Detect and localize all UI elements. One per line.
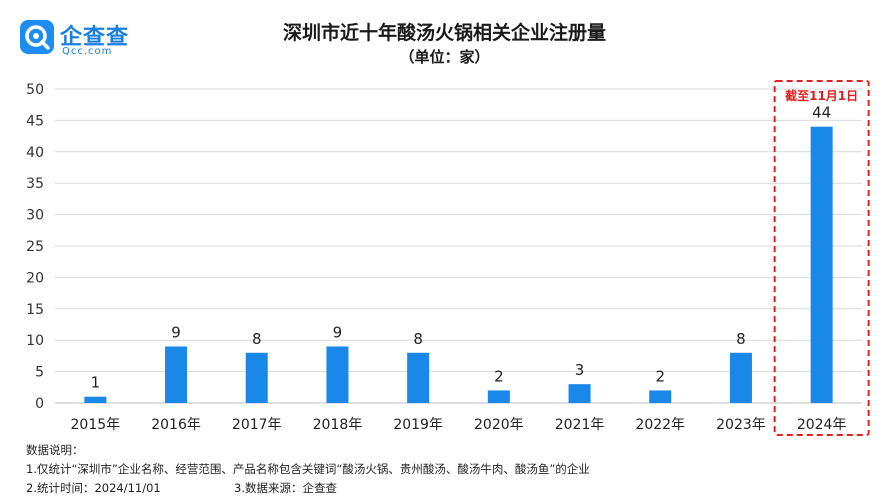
x-tick-label: 2017年 — [232, 417, 282, 433]
y-tick-label: 15 — [26, 302, 44, 318]
data-label: 8 — [252, 330, 262, 348]
x-tick-label: 2016年 — [151, 417, 201, 433]
x-tick-label: 2015年 — [71, 417, 121, 433]
x-tick-label: 2019年 — [393, 417, 443, 433]
data-label: 44 — [812, 104, 831, 122]
bar — [649, 390, 672, 403]
x-tick-label: 2024年 — [797, 417, 847, 433]
bar — [568, 384, 591, 403]
data-label: 9 — [171, 323, 181, 341]
data-label: 8 — [413, 330, 423, 348]
bar — [245, 352, 268, 403]
notes-heading: 数据说明： — [26, 443, 84, 457]
x-tick-label: 2022年 — [635, 417, 685, 433]
logo-subtext: Qcc.com — [62, 46, 113, 57]
x-tick-label: 2021年 — [555, 417, 605, 433]
bar — [407, 352, 430, 403]
chart-title: 深圳市近十年酸汤火锅相关企业注册量 — [282, 22, 606, 44]
bar — [165, 346, 188, 403]
bar — [810, 126, 833, 404]
data-label: 2 — [655, 367, 665, 385]
x-tick-label: 2018年 — [313, 417, 363, 433]
y-tick-label: 5 — [35, 365, 44, 381]
bar — [326, 346, 349, 403]
highlight-box — [773, 80, 870, 436]
logo: 企查查 Qcc.com — [20, 20, 160, 60]
data-label: 3 — [575, 361, 585, 379]
notes-line-3: 3.数据来源：企查查 — [234, 481, 337, 495]
x-tick-label: 2023年 — [716, 417, 766, 433]
data-label: 9 — [333, 323, 343, 341]
data-label: 8 — [736, 330, 746, 348]
x-tick-label: 2020年 — [474, 417, 524, 433]
y-tick-label: 20 — [26, 270, 44, 286]
y-tick-label: 50 — [26, 82, 44, 98]
y-tick-label: 40 — [26, 145, 44, 161]
y-tick-label: 25 — [26, 239, 44, 255]
qcc-logo-icon — [20, 20, 54, 54]
bar — [729, 352, 752, 403]
y-tick-label: 0 — [35, 396, 44, 412]
data-label: 2 — [494, 367, 504, 385]
bar — [84, 396, 107, 403]
chart-subtitle: （单位：家） — [399, 48, 490, 66]
y-tick-label: 45 — [26, 113, 44, 129]
data-label: 1 — [91, 374, 101, 392]
data-notes: 数据说明： 1.仅统计“深圳市”企业名称、经营范围、产品名称包含关键词“酸汤火锅… — [26, 441, 590, 498]
y-tick-label: 10 — [26, 333, 44, 349]
notes-line-1: 1.仅统计“深圳市”企业名称、经营范围、产品名称包含关键词“酸汤火锅、贵州酸汤、… — [26, 462, 590, 476]
notes-line-2: 2.统计时间：2024/11/01 — [26, 481, 161, 495]
y-tick-label: 30 — [26, 208, 44, 224]
y-tick-label: 35 — [26, 176, 44, 192]
logo-name: 企查查 — [60, 25, 130, 50]
bar — [487, 390, 510, 403]
annotation-label: 截至11月1日 — [785, 88, 858, 103]
